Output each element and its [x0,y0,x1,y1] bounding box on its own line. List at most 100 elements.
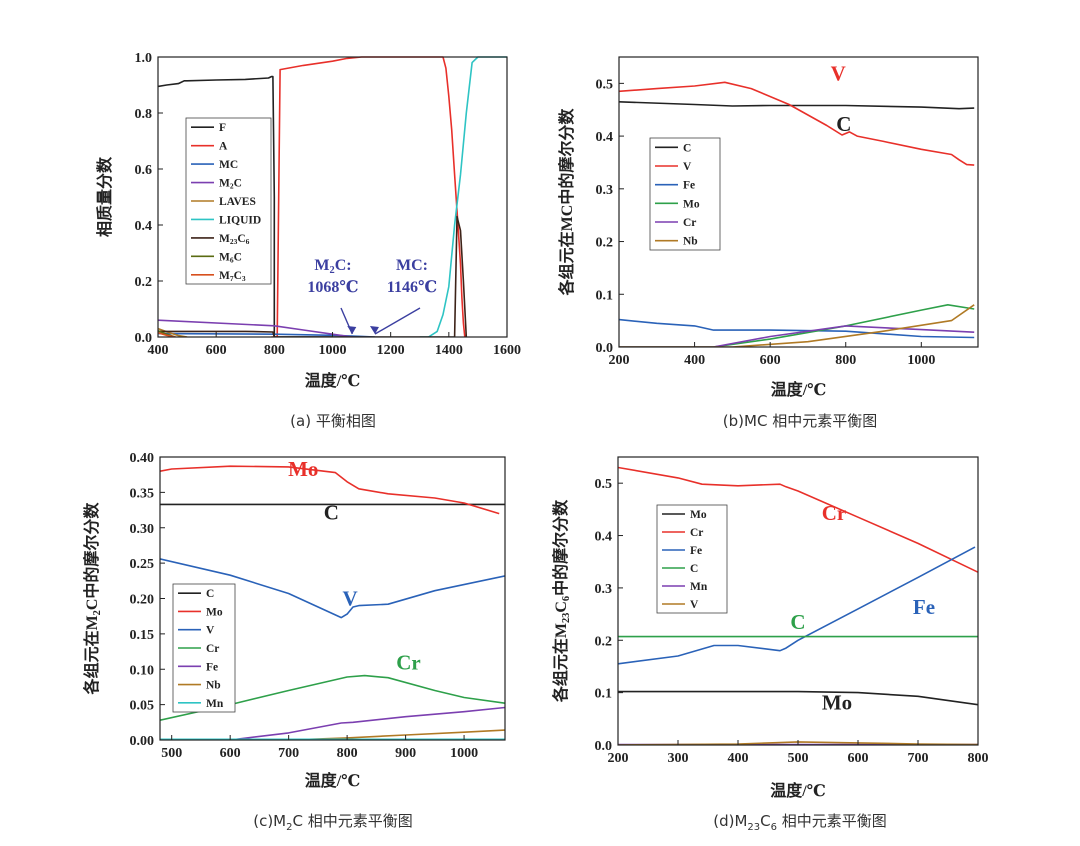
x-tick-label: 1400 [435,343,463,358]
annotation-value-1: 1146℃ [387,279,437,296]
annotation-arrowhead-0 [347,326,357,334]
annotation-label-1: C [324,500,339,524]
legend-box [649,137,721,251]
legend-entry-5: V [690,599,699,611]
annotation-label-0: Cr [822,501,847,525]
y-tick-label: 0.1 [595,687,613,702]
caption-c: (c)M2C 相中元素平衡图 [253,810,413,833]
caption-d-mid: C [760,812,771,830]
x-axis-label: 温度/℃ [770,380,827,399]
x-tick-label: 1600 [493,343,521,358]
annotation-label-2: V [342,587,357,611]
y-tick-label: 0.2 [595,634,613,649]
series-line-1 [618,466,978,573]
x-tick-label: 400 [148,343,169,358]
series-line-5 [419,56,507,337]
series-line-0 [619,101,975,110]
legend-entry-2: Fe [683,180,695,192]
x-tick-label: 1200 [377,343,405,358]
legend-entry-4: Fe [206,661,218,673]
panel-b-mc-phase-elements: 200 400 600 800 1000 0.0 0.1 0.2 0.3 0.4 0.5 温度/℃ 各组… [557,56,979,399]
x-tick-label: 800 [264,343,285,358]
x-tick-label: 600 [760,353,781,368]
legend-entry-1: Cr [690,527,703,539]
legend-entry-1: V [683,161,692,173]
x-tick-label: 700 [908,751,929,766]
y-tick-label: 0.15 [130,628,155,643]
y-tick-label: 1.0 [135,51,153,66]
series-line-3 [160,674,505,721]
series-line-1 [160,465,500,515]
series-line-0 [618,690,978,706]
caption-c-rest: C 相中元素平衡图 [292,812,413,830]
x-tick-label: 700 [278,746,299,761]
legend-entry-5: LIQUID [219,214,261,226]
series-line-0 [158,75,333,337]
series-line-5 [618,741,978,745]
x-tick-label: 1000 [450,746,478,761]
series-group [619,81,975,347]
annotation-label-0: M2C: [314,257,351,276]
series-line-2 [160,558,505,619]
x-tick-label: 1000 [319,343,347,358]
annotation-arrowhead-1 [369,326,379,334]
legend-entry-6: M23C6 [219,233,250,246]
y-tick-label: 0.3 [595,582,613,597]
series-line-1 [619,81,975,166]
legend-entry-1: A [219,141,228,153]
y-tick-label: 0.8 [135,107,153,122]
x-tick-label: 600 [206,343,227,358]
legend-entry-0: F [219,122,226,134]
caption-c-main: (c)M [253,812,287,830]
y-tick-label: 0.0 [596,341,614,356]
y-axis-label: 各组元在MC中的摩尔分数 [557,108,576,297]
x-tick-label: 500 [161,746,182,761]
x-tick-label: 800 [968,751,989,766]
x-tick-label: 600 [848,751,869,766]
series-line-6 [158,215,468,337]
y-tick-label: 0.4 [596,130,614,145]
legend-entry-2: Fe [690,545,702,557]
legend-entry-5: Nb [206,680,221,692]
panel-d-m23c6-phase-elements: 200 300 400 500 600 700 800 0.0 0.1 0.2 0.3 0.4 0.5 温… [551,456,989,800]
y-tick-label: 0.1 [596,288,614,303]
annotation-value-0: 1068℃ [307,279,358,296]
x-tick-label: 300 [668,751,689,766]
x-axis-label: 温度/℃ [769,781,826,800]
legend-entry-4: LAVES [219,196,256,208]
legend-entry-0: C [683,142,691,154]
y-tick-label: 0.30 [130,522,155,537]
series-line-5 [619,304,975,347]
y-tick-label: 0.5 [595,477,613,492]
legend-entry-2: MC [219,159,238,171]
series-line-3 [158,319,353,337]
caption-d-sub: 23 [747,822,761,833]
x-tick-label: 500 [788,751,809,766]
caption-a: (a) 平衡相图 [290,412,376,430]
y-tick-label: 0.0 [135,331,153,346]
x-tick-label: 400 [728,751,749,766]
x-tick-label: 1000 [907,353,935,368]
legend-entry-3: C [690,563,698,575]
y-axis-label: 各组元在M2C中的摩尔分数 [82,502,103,696]
y-tick-label: 0.5 [596,77,614,92]
panel-a-phase-diagram: 400 600 800 1000 1200 1400 1600 0.0 0.2 0.4 0.6 0.8… [95,51,521,390]
legend-entry-3: Cr [206,643,219,655]
caption-d-main: (d)M [713,812,748,830]
series-line-2 [618,546,976,665]
series-line-4 [619,325,975,347]
series-group [158,56,507,337]
legend-entry-4: Cr [683,217,696,229]
legend-box [656,504,728,614]
y-tick-label: 0.2 [596,236,614,251]
series-line-2 [619,318,975,339]
legend-entry-3: Mo [683,198,700,210]
y-tick-label: 0.2 [135,275,153,290]
caption-c-sub: 2 [286,822,293,833]
annotation-label-1: C [790,610,805,634]
plot-frame [618,56,979,348]
x-tick-label: 200 [608,751,629,766]
series-group [160,465,505,740]
y-tick-label: 0.05 [130,699,155,714]
